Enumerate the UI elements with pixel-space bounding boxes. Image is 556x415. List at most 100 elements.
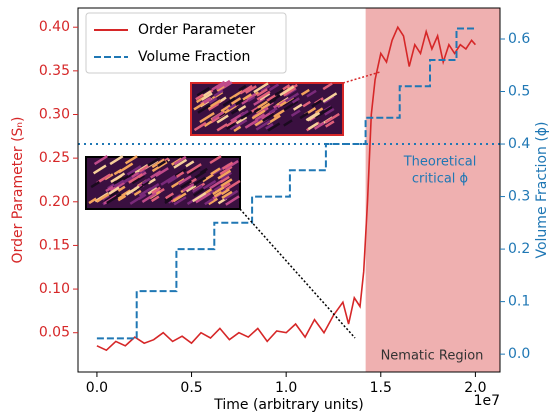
inset-rod: [225, 179, 241, 191]
inset-rod: [230, 97, 242, 105]
inset-rod: [208, 97, 218, 104]
inset-rod: [237, 104, 247, 112]
inset-rod: [282, 87, 297, 97]
inset-rod: [225, 118, 238, 128]
inset-rod: [306, 111, 321, 122]
inset-rod: [217, 169, 232, 180]
inset-rod: [209, 155, 222, 165]
inset-rod: [172, 192, 187, 203]
inset-rod: [300, 88, 310, 96]
y-axis-label: Order Parameter (Sₙ): [10, 117, 26, 264]
inset-rod: [292, 103, 303, 111]
y2-tick-label: 0.3: [508, 189, 530, 205]
inset-rod: [182, 183, 195, 193]
critical-label: Theoretical: [403, 155, 477, 170]
inset-rod: [290, 109, 301, 117]
inset-rod: [108, 186, 120, 195]
inset-rod: [208, 197, 219, 206]
x-tick-label: 1.0: [275, 380, 297, 396]
inset-rod: [202, 90, 212, 97]
inset-rod: [150, 170, 162, 179]
inset-rod: [199, 112, 215, 124]
inset-rod: [256, 90, 271, 101]
inset-rod: [224, 104, 237, 114]
inset-rod: [164, 194, 173, 202]
inset-rod: [262, 112, 275, 122]
inset-rod: [222, 97, 236, 107]
inset-rod: [141, 177, 151, 185]
inset-rod: [139, 164, 150, 173]
y-tick-label: 0.15: [39, 237, 70, 253]
inset-rod: [224, 160, 239, 171]
inset-rod: [257, 100, 268, 109]
inset-rod: [195, 93, 204, 101]
inset-rod: [150, 195, 160, 203]
x-tick-label: 1.5: [370, 380, 392, 396]
critical-label: critical ϕ: [412, 172, 468, 187]
inset-rod: [151, 160, 168, 173]
inset-rod: [220, 171, 232, 181]
inset-rod: [216, 85, 225, 92]
y-tick-label: 0.25: [39, 150, 70, 166]
inset-rod: [164, 192, 175, 200]
inset-rod: [105, 185, 114, 193]
inset-rod: [255, 120, 271, 131]
inset-rod: [122, 172, 134, 181]
inset-rod: [247, 95, 256, 102]
inset-rod: [211, 80, 226, 91]
inset-rod: [151, 158, 165, 169]
inset-rod: [216, 114, 229, 124]
y2-tick-label: 0.0: [508, 346, 530, 362]
region-label: Nematic Region: [381, 349, 484, 364]
inset-rod: [180, 179, 192, 189]
series-line: [96, 25, 477, 352]
inset-rod: [322, 82, 333, 91]
inset-rod: [186, 163, 202, 175]
y2-axis-label: Volume Fraction (ϕ): [534, 121, 550, 258]
inset-rod: [324, 107, 335, 116]
inset-rod: [260, 84, 271, 93]
inset-rod: [133, 189, 142, 196]
inset-rod: [151, 186, 161, 194]
inset-rod: [226, 122, 236, 130]
y-tick-label: 0.30: [39, 106, 70, 122]
inset-rod: [235, 115, 248, 125]
inset-rod: [106, 193, 122, 205]
inset-rod: [234, 119, 248, 129]
inset-rod: [141, 179, 150, 187]
inset-rod: [212, 186, 225, 196]
inset-rod: [204, 197, 214, 206]
inset-rod: [239, 84, 253, 95]
inset-rod: [282, 84, 291, 91]
inset-rod: [240, 109, 249, 117]
inset-rod: [267, 122, 281, 132]
y2-tick-label: 0.2: [508, 241, 530, 257]
inset-rod: [322, 92, 338, 103]
inset-rod: [209, 179, 223, 190]
inset-rod: [101, 194, 110, 201]
inset-rod: [223, 189, 239, 201]
inset-rod: [175, 171, 185, 178]
inset-rod: [233, 125, 242, 133]
inset-rod: [113, 176, 130, 188]
inset-rod: [131, 174, 145, 185]
inset-rod: [131, 171, 139, 178]
inset-rod: [117, 189, 132, 200]
inset-rod: [216, 79, 231, 91]
inset-rod: [124, 155, 138, 165]
inset-rod: [213, 190, 223, 198]
inset-rod: [88, 197, 97, 205]
inset-rod: [238, 84, 247, 92]
inset-rod: [207, 99, 222, 110]
y2-tick-label: 0.1: [508, 294, 530, 310]
x-offset-label: 1e7: [474, 393, 500, 409]
y2-tick-label: 0.6: [508, 31, 530, 47]
legend-label: Volume Fraction: [138, 49, 250, 65]
inset-rod: [221, 190, 233, 200]
inset-rod: [221, 161, 234, 170]
y2-tick-label: 0.4: [508, 136, 530, 152]
inset-rod: [193, 102, 205, 111]
inset-rod: [117, 185, 126, 192]
inset-rod: [245, 85, 257, 94]
inset-rod: [173, 155, 187, 166]
